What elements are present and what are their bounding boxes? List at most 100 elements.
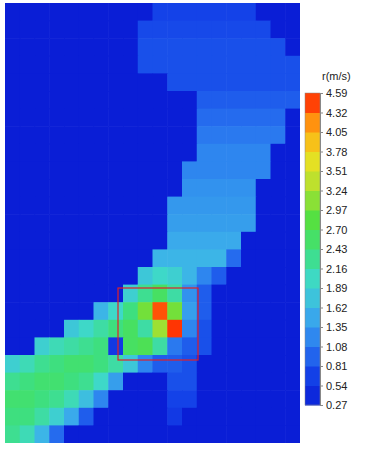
cell [108,179,123,197]
cell [285,232,300,250]
cell [271,267,286,285]
tick-mark [320,249,323,250]
cell [35,337,50,355]
cell [153,267,168,285]
colorbar-axis-line [321,94,324,406]
cell [49,144,64,162]
cell [79,425,94,443]
cell [79,56,94,74]
cell [197,38,212,56]
tick: 4.05 [320,126,347,138]
cell [123,302,138,320]
cell [197,179,212,197]
tick-label: 4.05 [326,126,347,138]
cell [153,214,168,232]
colorbar-band [305,288,320,308]
cell [285,109,300,127]
cell [226,337,241,355]
cell [94,232,109,250]
cell [20,320,35,338]
cell [64,197,79,215]
cell [20,56,35,74]
cell [20,373,35,391]
cell [49,73,64,91]
cell [285,355,300,373]
cell [35,249,50,267]
cell [271,232,286,250]
cell [197,126,212,144]
cell [123,73,138,91]
cell [167,38,182,56]
cell [138,285,153,303]
cell [79,337,94,355]
cell [79,197,94,215]
cell [79,73,94,91]
cell [182,355,197,373]
cell [285,302,300,320]
tick: 1.08 [320,341,347,353]
cell [285,285,300,303]
cell [271,197,286,215]
cell [256,179,271,197]
tick: 1.89 [320,282,347,294]
cell [212,408,227,426]
tick-label: 3.24 [326,185,347,197]
cell [138,56,153,74]
cell [5,373,20,391]
tick-mark [320,327,323,328]
tick: 2.43 [320,243,347,255]
cell [226,390,241,408]
cell [182,197,197,215]
cell [226,408,241,426]
cell [167,249,182,267]
tick-label: 2.97 [326,204,347,216]
tick-mark [320,171,323,172]
cell [256,73,271,91]
cell [197,249,212,267]
cell [285,179,300,197]
cell [5,56,20,74]
tick-mark [320,366,323,367]
cell [241,390,256,408]
cell [49,56,64,74]
tick-label: 1.62 [326,302,347,314]
cell [49,197,64,215]
cell [64,302,79,320]
cell [212,197,227,215]
cell [94,285,109,303]
cell [182,390,197,408]
cell [153,373,168,391]
cell [108,109,123,127]
cell [212,373,227,391]
cell [212,285,227,303]
cell [226,144,241,162]
cell [94,214,109,232]
cell [64,38,79,56]
cell [138,109,153,127]
cell [108,144,123,162]
cell [108,56,123,74]
cell [182,232,197,250]
cell [94,56,109,74]
cell [5,425,20,443]
cell [35,161,50,179]
cell [241,73,256,91]
cell [79,267,94,285]
cell [49,38,64,56]
colorbar-band [305,171,320,191]
cell [182,408,197,426]
cell [35,267,50,285]
cell [271,249,286,267]
tick-mark [320,191,323,192]
cell [271,373,286,391]
cell [212,38,227,56]
cell [197,109,212,127]
cell [35,126,50,144]
cell [94,408,109,426]
cell [79,249,94,267]
cell [212,425,227,443]
cell [212,161,227,179]
cell [108,73,123,91]
cell [197,144,212,162]
tick: 0.81 [320,360,347,372]
